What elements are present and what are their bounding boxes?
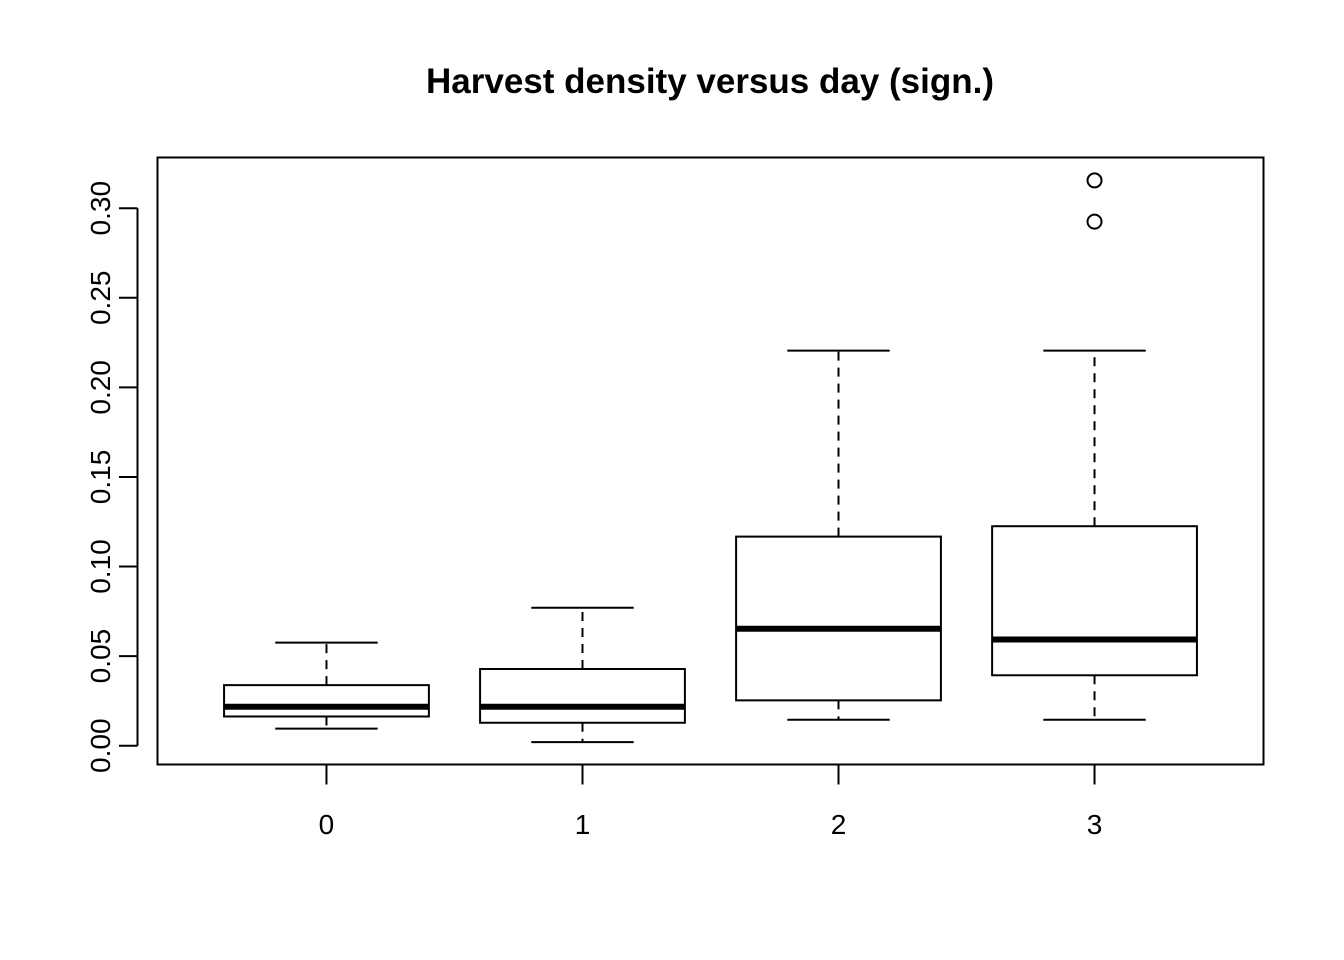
- plot-frame: [156, 156, 1265, 766]
- box-series: [223, 172, 1198, 744]
- y-axis: 0.00 0.05 0.10 0.15 0.20 0.25 0.30: [85, 181, 139, 773]
- x-tick-label: 1: [575, 809, 591, 840]
- box-iqr: [735, 535, 942, 702]
- x-tick-label: 0: [319, 809, 335, 840]
- y-tick-label: 0.25: [85, 271, 116, 326]
- outlier-point: [1086, 172, 1103, 189]
- y-tick-label: 0.00: [85, 718, 116, 773]
- outlier-point: [1086, 213, 1103, 230]
- y-tick-label: 0.15: [85, 450, 116, 505]
- y-tick-label: 0.10: [85, 539, 116, 594]
- x-tick-label: 2: [831, 809, 847, 840]
- box-iqr: [479, 668, 686, 724]
- box-iqr: [223, 684, 430, 718]
- y-tick-label: 0.05: [85, 629, 116, 684]
- box-1: [479, 606, 686, 744]
- y-tick-label: 0.20: [85, 360, 116, 415]
- box-0: [223, 641, 430, 730]
- box-2: [735, 349, 942, 721]
- box-iqr: [991, 525, 1198, 677]
- y-tick-label: 0.30: [85, 181, 116, 236]
- x-tick-label: 3: [1087, 809, 1103, 840]
- box-3: [991, 172, 1198, 721]
- x-axis: 0 1 2 3: [319, 764, 1103, 840]
- chart-title: Harvest density versus day (sign.): [426, 62, 994, 101]
